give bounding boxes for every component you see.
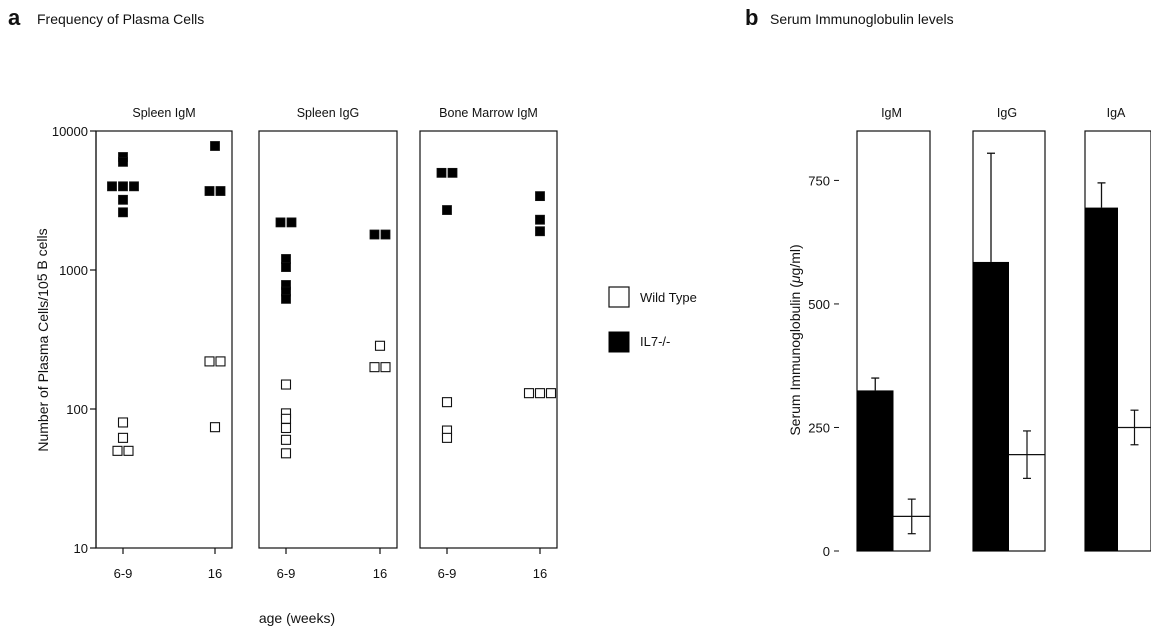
point-il7 [107, 181, 117, 192]
point-wild-type [441, 432, 453, 443]
point-il7 [442, 205, 452, 215]
point-il7 [281, 254, 291, 264]
point-il7 [118, 207, 128, 218]
x-tick-label: 6-9 [114, 566, 133, 581]
x-tick-label: 16 [533, 566, 547, 581]
point-wild-type [374, 340, 386, 351]
point-il7 [380, 229, 391, 240]
panel-b-letter: b [745, 5, 758, 30]
subplot-title: Spleen IgG [297, 106, 360, 120]
point-il7 [275, 217, 286, 228]
panel-b-y-axis: 0 250 500 750 [808, 173, 839, 559]
x-tick-label: 16 [208, 566, 222, 581]
point-il7 [535, 226, 545, 237]
legend-wild-type-swatch [608, 286, 630, 308]
y-tick-label: 750 [808, 173, 830, 188]
y-tick-label: 250 [808, 420, 830, 435]
panel-a-y-axis: 10 100 1000 10000 [52, 124, 97, 556]
legend-il7-swatch [608, 331, 630, 353]
point-il7 [281, 293, 291, 304]
point-il7 [281, 262, 291, 272]
y-tick-label: 10 [74, 541, 88, 556]
point-wild-type [112, 445, 123, 456]
point-il7 [129, 181, 139, 192]
point-wild-type [280, 448, 292, 459]
bar-il7 [1085, 207, 1118, 551]
subplot-title: Spleen IgM [132, 106, 195, 120]
point-wild-type [280, 379, 292, 390]
point-wild-type [280, 413, 292, 424]
subplot-title: IgM [881, 106, 902, 120]
point-il7 [204, 186, 215, 196]
subplot-bone-marrow-igm: Bone Marrow IgM 6-9 16 [419, 106, 558, 581]
point-wild-type [280, 422, 292, 434]
point-wild-type [534, 388, 546, 399]
point-wild-type [441, 397, 453, 408]
bar-subplot-igm: IgM [856, 106, 931, 552]
point-wild-type [117, 432, 129, 443]
panel-a-x-axis-label: age (weeks) [259, 610, 335, 626]
subplot-title: Bone Marrow IgM [439, 106, 538, 120]
y-tick-label: 1000 [59, 263, 88, 278]
legend-il7-label: IL7-/- [640, 334, 670, 349]
bar-il7 [857, 390, 894, 551]
subplot-frame [258, 130, 398, 549]
subplot-frame [419, 130, 558, 549]
point-wild-type [117, 417, 129, 428]
bar-il7 [973, 261, 1009, 551]
panel-b-subplots: IgM IgG IgA [856, 106, 1151, 552]
panel-b-y-axis-label: Serum Immunoglobulin (μg/ml) [787, 244, 803, 435]
point-wild-type [380, 362, 391, 373]
legend-wild-type-label: Wild Type [640, 290, 697, 305]
y-tick-label: 0 [823, 544, 830, 559]
subplot-title: IgA [1107, 106, 1126, 120]
panel-a-letter: a [8, 5, 21, 30]
point-il7 [369, 229, 380, 240]
subplot-title: IgG [997, 106, 1017, 120]
point-il7 [118, 181, 128, 192]
legend: Wild Type IL7-/- [608, 286, 697, 353]
point-il7 [118, 194, 128, 205]
point-il7 [535, 191, 545, 202]
x-tick-label: 6-9 [277, 566, 296, 581]
panel-a-y-axis-label: Number of Plasma Cells/105 B cells [34, 228, 51, 451]
x-tick-label: 16 [373, 566, 387, 581]
bar-subplot-igg: IgG [972, 106, 1046, 552]
y-tick-label: 100 [66, 402, 88, 417]
point-wild-type [204, 356, 215, 367]
point-wild-type [545, 388, 557, 399]
point-wild-type [123, 445, 134, 456]
point-wild-type [215, 356, 226, 367]
y-tick-label: 10000 [52, 124, 88, 139]
point-wild-type [280, 434, 292, 445]
point-wild-type [523, 388, 535, 399]
point-il7 [118, 156, 128, 167]
point-il7 [286, 217, 297, 228]
point-il7 [436, 167, 447, 178]
subplot-spleen-igg: Spleen IgG 6-9 16 [258, 106, 398, 581]
y-tick-label: 500 [808, 297, 830, 312]
point-il7 [215, 186, 226, 196]
bar-subplot-iga: IgA [1084, 106, 1151, 552]
subplot-spleen-igm: Spleen IgM 6-9 16 [95, 106, 233, 581]
x-tick-label: 6-9 [438, 566, 457, 581]
point-il7 [535, 214, 545, 225]
point-il7 [447, 167, 458, 178]
subplot-frame [95, 130, 233, 549]
panel-a-title: Frequency of Plasma Cells [37, 11, 204, 27]
panel-b-title: Serum Immunoglobulin levels [770, 11, 954, 27]
point-wild-type [369, 362, 380, 373]
point-il7 [210, 141, 220, 151]
point-wild-type [209, 422, 221, 433]
